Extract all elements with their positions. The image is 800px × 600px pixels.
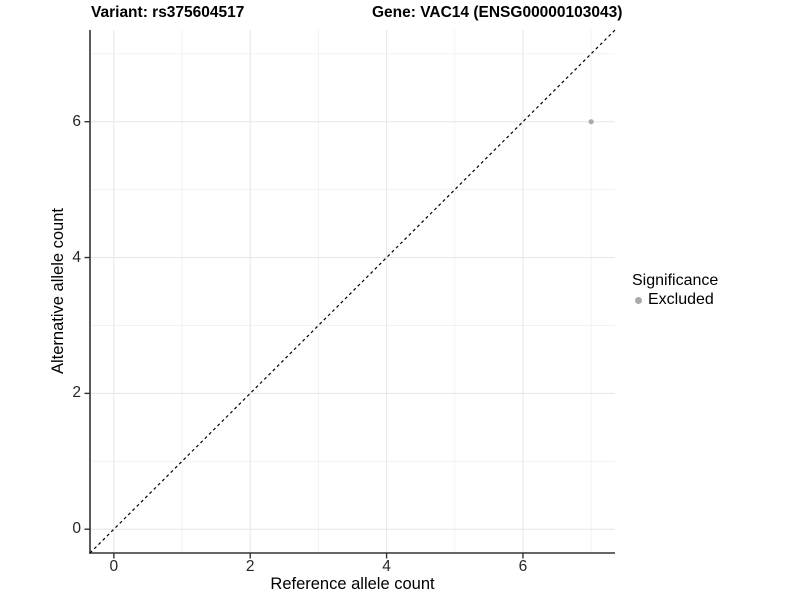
legend-key [630,292,646,308]
legend-item: Excluded [630,291,718,308]
plot-title-gene: Gene: VAC14 (ENSG00000103043) [372,4,623,21]
y-tick-label: 2 [72,384,81,402]
y-tick-label: 6 [72,112,81,130]
x-tick-label: 4 [382,558,391,575]
legend-title: Significance [632,272,719,289]
data-point [588,119,594,125]
legend-items: Excluded [630,291,718,308]
y-tick-label: 4 [72,248,81,266]
plot-title-variant: Variant: rs375604517 [91,4,245,21]
x-tick-label: 6 [518,558,528,575]
y-tick-label: 0 [72,520,81,538]
x-axis-label: Reference allele count [270,575,435,593]
identity-reference-line [89,29,616,554]
y-axis-label: Alternative allele count [49,208,67,375]
legend-item-label: Excluded [648,291,714,308]
x-tick-label: 2 [245,558,255,575]
x-tick-label: 0 [109,558,119,575]
legend: Significance Excluded [630,272,718,308]
legend-point-icon [634,296,642,304]
